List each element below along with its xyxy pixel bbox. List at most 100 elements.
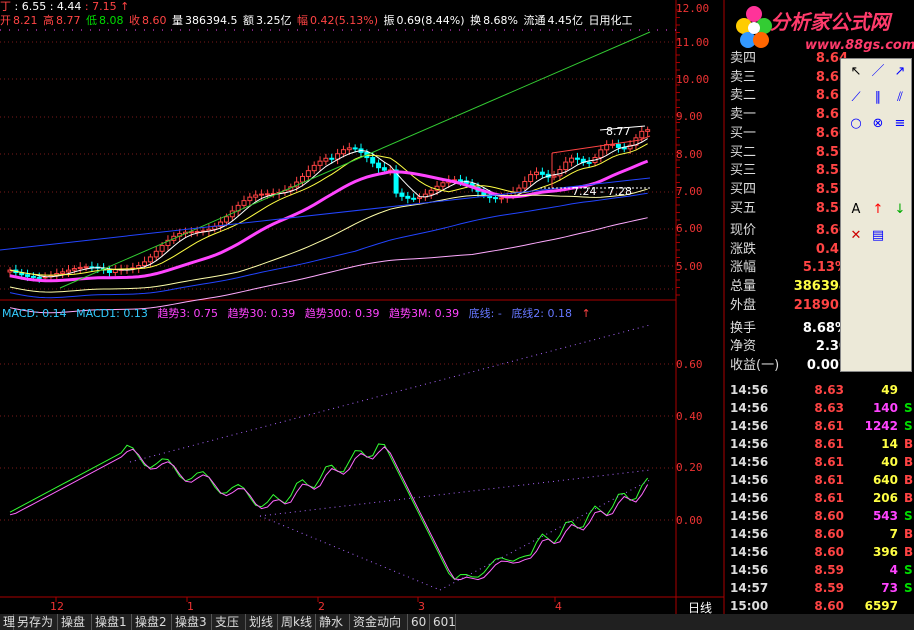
tick-row: 14:568.611242S26 [728,417,914,435]
candle-body [142,261,148,267]
high-annotation: 8.77 [606,125,631,138]
candle-body [194,230,200,233]
period-label[interactable]: 日线 [688,601,713,615]
line-icon[interactable]: ／ [871,64,885,79]
top-value-1: : 6.55 [14,0,47,13]
tab-2[interactable]: 操盘 [58,614,92,630]
order-label: 买三 [730,163,757,179]
tick-row: 15:008.60659786 [728,597,914,615]
candle-body [71,268,77,271]
tick-price: 8.61 [814,437,844,451]
stat-label: 净资 [730,339,757,355]
parallel-icon[interactable]: ∥ [874,90,882,105]
macd-tick: 0.00 [676,514,703,527]
macd-rise-dotted [439,479,651,591]
candle-body [317,160,323,166]
tick-row: 14:568.60543S8 [728,507,914,525]
tab-6[interactable]: 支压 [212,614,246,630]
channel-icon[interactable]: ⫽ [897,90,903,105]
tick-side: B [904,545,914,559]
stat-label: 总量 [730,279,757,295]
candle-body [399,192,405,197]
tick-side: S [904,563,913,577]
macd-tick: 0.20 [676,461,703,474]
tab-4[interactable]: 操盘2 [132,614,172,630]
order-book-row: 买四 8.57 [728,181,914,199]
candle-body [645,129,651,132]
tab-11[interactable]: 60 [408,614,430,630]
candle-body [83,266,89,269]
stat-value: 5.13% [802,260,848,276]
tick-volume: 6597 [864,599,898,613]
macd-tick: 0.60 [676,358,703,371]
candle-body [381,167,387,171]
tab-8[interactable]: 周k线 [278,614,316,630]
candle-body [153,250,159,258]
order-label: 买二 [730,144,757,160]
candle-body [352,147,358,150]
fib-icon[interactable]: ≡ [894,116,906,131]
open-label: 开 [0,14,11,27]
amt-label: 额 [243,14,254,27]
candle-body [493,197,499,200]
logo-url: www.88gs.com [805,38,914,53]
candle-body [574,157,580,160]
candle-body [25,274,31,277]
text-icon[interactable]: A [851,202,861,217]
candle-body [393,169,399,194]
save-icon[interactable]: ▤ [871,228,885,243]
stat-label: 换手 [730,320,757,336]
tick-row: 14:568.61640B5 [728,471,914,489]
candle-body [223,216,229,223]
tab-12[interactable]: 601 [430,614,456,630]
ohlc-info-bar: 开 8.21 高 8.77 低 8.08 收 8.60 量 386394.5 额 3.25亿… [0,12,635,27]
candle-body [77,266,83,270]
price-tick: 11.00 [676,36,710,49]
cursor-icon[interactable]: ↖ [850,64,862,79]
tick-time: 14:56 [730,527,769,541]
tab-7[interactable]: 划线 [246,614,278,630]
amt-value: 3.25亿 [256,14,292,27]
delete-icon[interactable]: ✕ [850,228,862,243]
ray-icon[interactable]: ⟋ [851,90,861,105]
tick-price: 8.59 [814,563,844,577]
tick-price: 8.61 [814,455,844,469]
macd-signal-line [9,446,649,581]
tick-row: 14:568.607B2 [728,525,914,543]
bottom-line2-value: 底线2: 0.18 [511,307,573,320]
tab-1[interactable]: 另存为 [14,614,58,630]
amp-label: 振 [383,14,395,27]
candle-body [539,171,545,175]
date-tick: 12 [50,600,64,613]
candle-body [30,275,36,278]
up-arrow-icon[interactable]: ↑ [872,202,884,217]
date-tick: 1 [187,600,194,613]
tick-price: 8.60 [814,599,844,613]
candle-body [247,196,253,202]
tab-5[interactable]: 操盘3 [172,614,212,630]
order-price: 8.63 [815,69,848,85]
tick-price: 8.60 [814,527,844,541]
gann-icon[interactable]: ⊗ [872,116,884,131]
tab-0[interactable]: 理 [0,614,15,630]
candle-body [323,157,329,162]
arrow-line-icon[interactable]: ↗ [894,64,906,79]
price-tick: 5.00 [676,260,703,273]
ma20-line [9,159,649,283]
circle-icon[interactable]: ○ [850,116,862,131]
tab-9[interactable]: 静水 [316,614,350,630]
tick-price: 8.60 [814,545,844,559]
down-arrow-icon[interactable]: ↓ [894,202,906,217]
trend30-value: 趋势30: 0.39 [227,307,296,320]
tick-volume: 40 [881,455,898,469]
candle-body [405,195,411,199]
candle-body [159,245,165,252]
order-price: 8.59 [815,144,848,160]
turn-label: 换 [470,14,482,27]
tick-side: B [904,527,914,541]
tab-3[interactable]: 操盘1 [92,614,132,630]
tab-10[interactable]: 资金动向 [350,614,408,630]
